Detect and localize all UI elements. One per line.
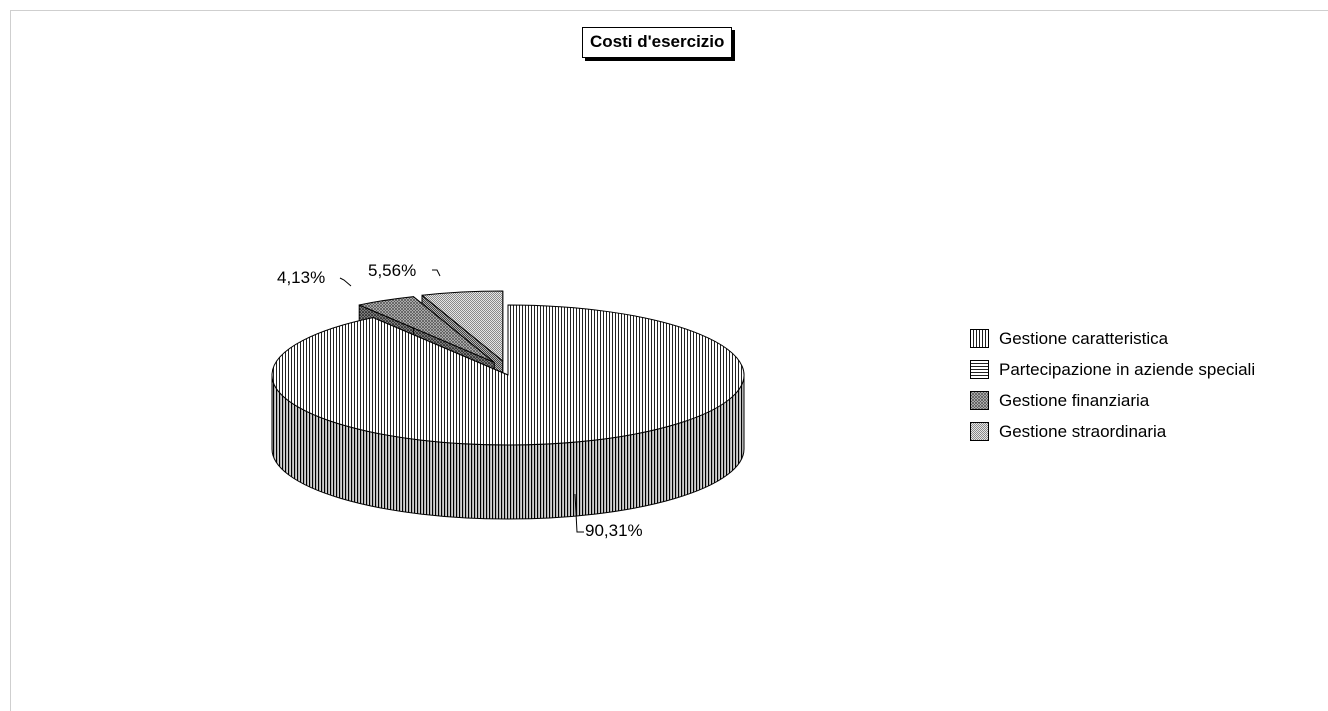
chart-title: Costi d'esercizio (582, 27, 733, 58)
data-label-leader (339, 277, 352, 287)
legend-label: Partecipazione in aziende speciali (999, 359, 1256, 379)
legend-swatch (970, 360, 989, 379)
legend-item: Partecipazione in aziende speciali (970, 354, 1255, 385)
slice-gestione-caratteristica (271, 304, 745, 520)
legend-label: Gestione straordinaria (999, 421, 1167, 441)
legend-swatch (970, 391, 989, 410)
legend-swatch (970, 329, 989, 348)
data-label: 90,31% (585, 521, 643, 540)
legend-label: Gestione finanziaria (999, 390, 1150, 410)
data-label-leader (432, 269, 441, 277)
legend-item: Gestione caratteristica (970, 323, 1255, 354)
data-label: 4,13% (277, 268, 325, 287)
legend-swatch (970, 422, 989, 441)
legend-item: Gestione straordinaria (970, 416, 1255, 447)
chart-frame (10, 10, 1328, 711)
legend-label: Gestione caratteristica (999, 328, 1169, 348)
legend: Gestione caratteristica Partecipazione in… (970, 323, 1255, 447)
data-label-leader (574, 493, 584, 533)
data-label: 5,56% (368, 261, 416, 280)
legend-item: Gestione finanziaria (970, 385, 1255, 416)
